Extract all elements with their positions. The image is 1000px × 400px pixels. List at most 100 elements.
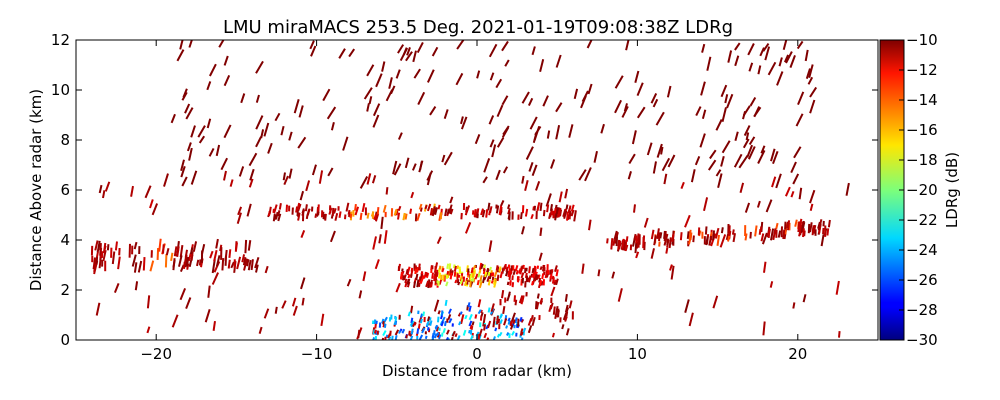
- radar-return: [387, 333, 391, 339]
- radar-return: [480, 208, 484, 216]
- radar-return: [372, 103, 381, 117]
- radar-return: [477, 309, 482, 315]
- radar-return: [410, 321, 414, 328]
- radar-return: [479, 315, 483, 321]
- radar-return: [296, 202, 301, 211]
- radar-return: [542, 209, 546, 217]
- radar-return: [220, 157, 228, 171]
- radar-return: [188, 40, 193, 48]
- radar-return: [555, 207, 559, 215]
- radar-return: [489, 206, 493, 214]
- radar-return: [487, 271, 491, 277]
- radar-return: [701, 43, 706, 53]
- radar-return: [530, 213, 534, 220]
- radar-return: [402, 212, 406, 221]
- radar-return: [554, 213, 558, 221]
- radar-return: [460, 116, 464, 125]
- radar-return: [480, 263, 484, 270]
- radar-return: [565, 328, 570, 336]
- radar-return: [228, 249, 232, 259]
- radar-return: [417, 263, 421, 271]
- radar-return: [784, 186, 791, 197]
- radar-return: [719, 234, 727, 248]
- radar-return: [410, 328, 414, 335]
- radar-return: [769, 281, 774, 288]
- radar-return: [742, 105, 751, 116]
- radar-return: [95, 257, 99, 265]
- y-tick-label: 2: [60, 281, 70, 299]
- radar-return: [757, 65, 762, 75]
- radar-return: [555, 54, 562, 68]
- radar-return: [494, 327, 498, 332]
- radar-return: [514, 317, 518, 324]
- radar-return: [354, 206, 360, 216]
- radar-return: [650, 248, 655, 259]
- radar-return: [520, 319, 524, 323]
- colorbar-tick-label: −26: [906, 271, 938, 289]
- radar-return: [827, 219, 831, 228]
- radar-return: [479, 275, 483, 282]
- radar-return: [506, 281, 510, 286]
- radar-return: [246, 259, 250, 267]
- radar-return: [408, 330, 411, 336]
- radar-return: [504, 59, 510, 67]
- radar-return: [388, 77, 393, 89]
- radar-return: [550, 286, 556, 297]
- radar-return: [656, 228, 660, 240]
- radar-return: [373, 329, 377, 334]
- radar-return: [759, 47, 765, 57]
- radar-return: [215, 144, 221, 157]
- radar-return: [474, 314, 478, 319]
- radar-return: [756, 200, 761, 208]
- radar-return: [548, 212, 552, 220]
- radar-return: [570, 204, 575, 212]
- radar-return: [533, 271, 537, 278]
- radar-return: [179, 288, 187, 301]
- radar-return: [383, 230, 388, 244]
- radar-return: [316, 211, 320, 217]
- radar-return: [580, 95, 587, 109]
- radar-return: [545, 273, 549, 278]
- radar-return: [770, 148, 776, 162]
- radar-return: [99, 243, 102, 256]
- radar-return: [546, 204, 550, 213]
- radar-return: [666, 238, 669, 246]
- radar-return: [539, 202, 543, 212]
- radar-return: [679, 232, 683, 241]
- radar-return: [102, 249, 107, 262]
- radar-return: [92, 257, 96, 270]
- radar-return: [104, 181, 111, 192]
- radar-return: [650, 92, 658, 104]
- radar-return: [429, 207, 433, 216]
- radar-return: [688, 312, 694, 327]
- radar-return: [712, 230, 715, 241]
- radar-return: [775, 173, 782, 189]
- radar-return: [451, 330, 456, 337]
- radar-return: [444, 208, 448, 217]
- radar-return: [805, 68, 811, 79]
- data-marks: [90, 40, 850, 340]
- radar-return: [482, 176, 488, 184]
- radar-return: [495, 265, 499, 271]
- radar-return: [218, 40, 225, 48]
- radar-return: [531, 316, 536, 327]
- radar-return: [459, 311, 463, 315]
- radar-return: [299, 190, 305, 201]
- radar-return: [747, 146, 756, 160]
- radar-return: [190, 125, 196, 138]
- radar-return: [388, 336, 392, 340]
- radar-return: [322, 213, 326, 220]
- radar-return: [254, 256, 260, 269]
- radar-return: [584, 167, 592, 182]
- radar-return: [342, 136, 349, 151]
- radar-return: [570, 209, 575, 217]
- radar-return: [184, 249, 188, 258]
- radar-return: [359, 212, 363, 221]
- radar-return: [293, 99, 300, 114]
- radar-return: [275, 211, 279, 220]
- radar-return: [511, 282, 515, 288]
- radar-return: [535, 274, 540, 281]
- radar-return: [552, 306, 556, 315]
- radar-return: [278, 203, 282, 210]
- radar-return: [234, 242, 238, 252]
